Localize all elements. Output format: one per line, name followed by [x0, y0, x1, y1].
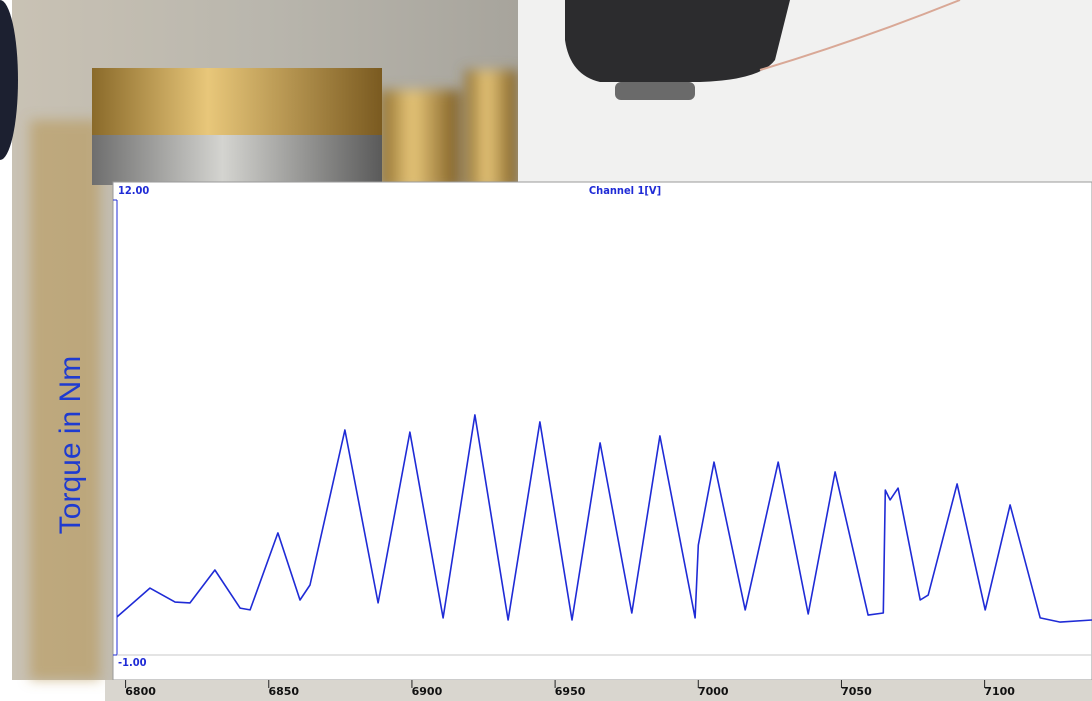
chart-panel [113, 182, 1092, 680]
x-axis-strip [105, 680, 1092, 701]
x-tick-label: 7000 [698, 685, 729, 698]
x-tick-label: 7100 [984, 685, 1015, 698]
x-tick-label: 6800 [125, 685, 156, 698]
y-axis-label: Torque in Nm [54, 356, 87, 534]
y-tick-label: 12.00 [118, 184, 149, 197]
x-tick-label: 7050 [841, 685, 872, 698]
screenshot: Channel 1[V] Torque in Nm 12.00 -1.00 6800… [0, 0, 1092, 701]
chart-title: Channel 1[V] [589, 184, 661, 197]
x-tick-label: 6950 [555, 685, 586, 698]
x-tick-label: 6850 [268, 685, 299, 698]
photo-device [518, 0, 1092, 182]
x-tick-label: 6900 [412, 685, 443, 698]
y-tick-label: -1.00 [118, 656, 147, 669]
